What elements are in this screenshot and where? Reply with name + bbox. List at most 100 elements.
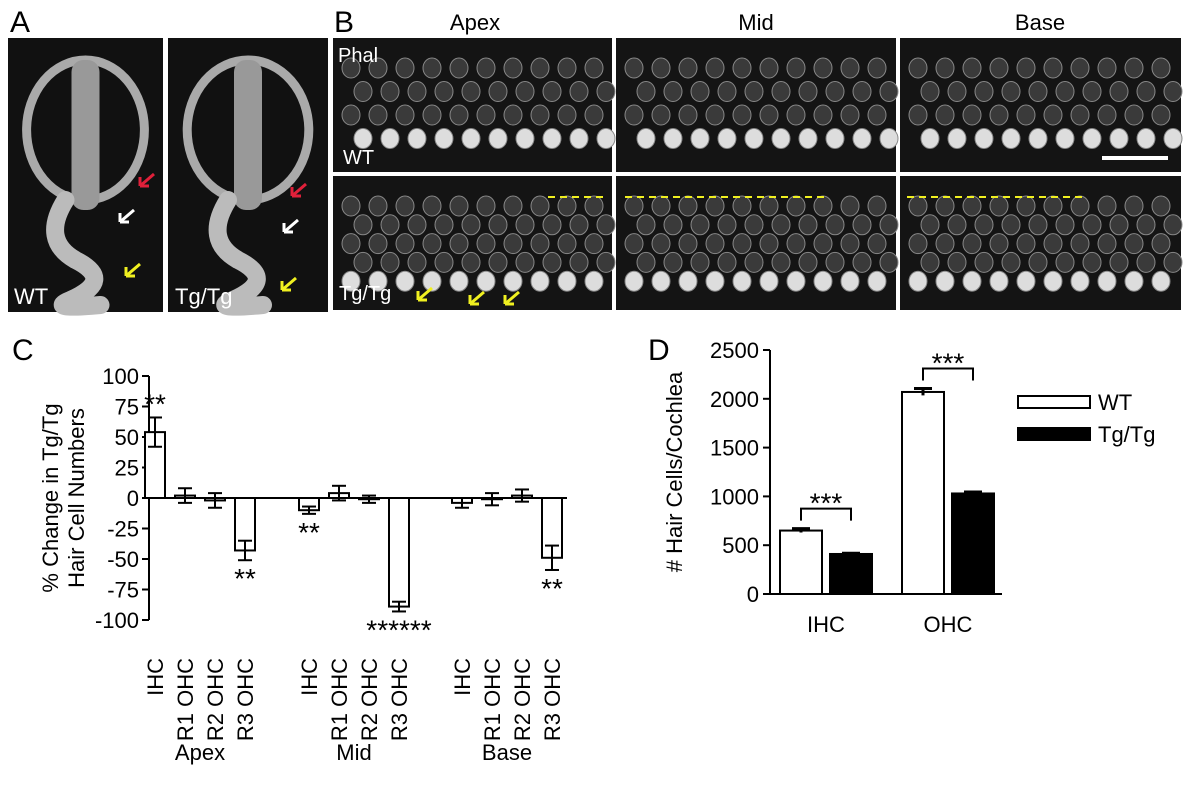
- hair-cell: [1001, 214, 1021, 236]
- hair-cell: [1082, 251, 1102, 273]
- hair-cell: [879, 251, 899, 273]
- hair-cell: [1082, 81, 1102, 102]
- arrow: [124, 262, 141, 278]
- hair-cell: [947, 251, 967, 273]
- panel-label: C: [12, 334, 34, 367]
- hair-cell: [989, 57, 1009, 79]
- hair-cell: [624, 270, 644, 292]
- hair-cell: [422, 270, 442, 292]
- hair-cell: [1070, 104, 1090, 126]
- hair-cell: [798, 81, 818, 102]
- hair-cell: [989, 104, 1009, 126]
- hair-cell: [1016, 104, 1036, 126]
- significance: **: [298, 517, 320, 548]
- hair-cell: [759, 57, 779, 79]
- hair-cell: [1124, 104, 1144, 126]
- hair-cell: [840, 104, 860, 126]
- hair-cell: [1028, 128, 1048, 149]
- hair-cell: [596, 251, 616, 273]
- hair-cell: [1043, 57, 1063, 79]
- y-tick-label: 75: [115, 395, 139, 420]
- hair-cell: [395, 270, 415, 292]
- x-tick-label: R3 OHC: [540, 658, 565, 741]
- hair-cell: [1109, 81, 1129, 102]
- hair-cell: [476, 233, 496, 255]
- legend-swatch: [1017, 427, 1091, 441]
- significance: **: [541, 573, 563, 604]
- hair-cell: [341, 104, 361, 126]
- hair-cell: [962, 233, 982, 255]
- hair-cell: [449, 233, 469, 255]
- column-header: Base: [1015, 10, 1065, 35]
- hair-cell: [530, 270, 550, 292]
- hair-cell: [920, 251, 940, 273]
- hair-cell: [1151, 195, 1171, 217]
- hair-cell: [624, 233, 644, 255]
- hair-cell: [461, 81, 481, 102]
- hair-cell: [407, 128, 427, 149]
- hair-cell: [1043, 270, 1063, 292]
- hair-cell: [488, 128, 508, 149]
- hair-cell: [1016, 270, 1036, 292]
- hair-cell: [867, 270, 887, 292]
- x-tick-label: R3 OHC: [387, 658, 412, 741]
- hair-cell: [651, 57, 671, 79]
- bar: [829, 552, 873, 596]
- hair-cell: [908, 104, 928, 126]
- hair-cell: [1043, 233, 1063, 255]
- hair-cell: [651, 270, 671, 292]
- hair-cell: [908, 195, 928, 217]
- hair-cell: [732, 270, 752, 292]
- hair-cell: [530, 57, 550, 79]
- hair-cell: [434, 81, 454, 102]
- hair-cell: [503, 57, 523, 79]
- y-axis-label: % Change in Tg/TgHair Cell Numbers: [38, 403, 89, 592]
- hair-cell: [732, 233, 752, 255]
- hair-cell: [407, 251, 427, 273]
- hair-cell: [1070, 270, 1090, 292]
- hair-cell: [690, 81, 710, 102]
- hair-cell: [584, 233, 604, 255]
- hair-cell: [1097, 195, 1117, 217]
- hair-cell: [341, 57, 361, 79]
- hair-cell: [530, 104, 550, 126]
- hair-cell: [1082, 214, 1102, 236]
- hair-cell: [840, 57, 860, 79]
- row-label: Tg/Tg: [339, 283, 391, 305]
- hair-cell: [651, 195, 671, 217]
- hair-cell: [1016, 195, 1036, 217]
- hair-cell: [1055, 128, 1075, 149]
- column-header: Apex: [450, 10, 500, 35]
- hair-cell: [1109, 251, 1129, 273]
- hair-cell: [1070, 57, 1090, 79]
- y-axis-label-line: Hair Cell Numbers: [64, 408, 89, 588]
- hair-cell: [515, 128, 535, 149]
- hair-cell: [663, 251, 683, 273]
- hair-cell: [636, 81, 656, 102]
- hair-cell: [678, 57, 698, 79]
- bar: [951, 492, 995, 595]
- hair-cell: [422, 195, 442, 217]
- hair-cell: [1097, 270, 1117, 292]
- cochlea: [208, 191, 272, 316]
- y-tick-label: 0: [747, 582, 759, 607]
- x-tick-label: R2 OHC: [357, 658, 382, 741]
- hair-cell: [380, 251, 400, 273]
- group-label: Mid: [336, 740, 371, 765]
- hair-cell: [476, 270, 496, 292]
- hair-cell: [596, 214, 616, 236]
- y-tick-label: 25: [115, 456, 139, 481]
- hair-cell: [1097, 233, 1117, 255]
- hair-cell: [624, 195, 644, 217]
- hair-cell: [1109, 214, 1129, 236]
- hair-cell: [920, 81, 940, 102]
- hair-cell: [663, 128, 683, 149]
- panel-label: A: [10, 6, 30, 39]
- image-label: Tg/Tg: [175, 284, 232, 309]
- hair-cell: [935, 233, 955, 255]
- hair-cell: [705, 195, 725, 217]
- hair-cell: [407, 214, 427, 236]
- hair-cell: [407, 81, 427, 102]
- hair-cell: [515, 251, 535, 273]
